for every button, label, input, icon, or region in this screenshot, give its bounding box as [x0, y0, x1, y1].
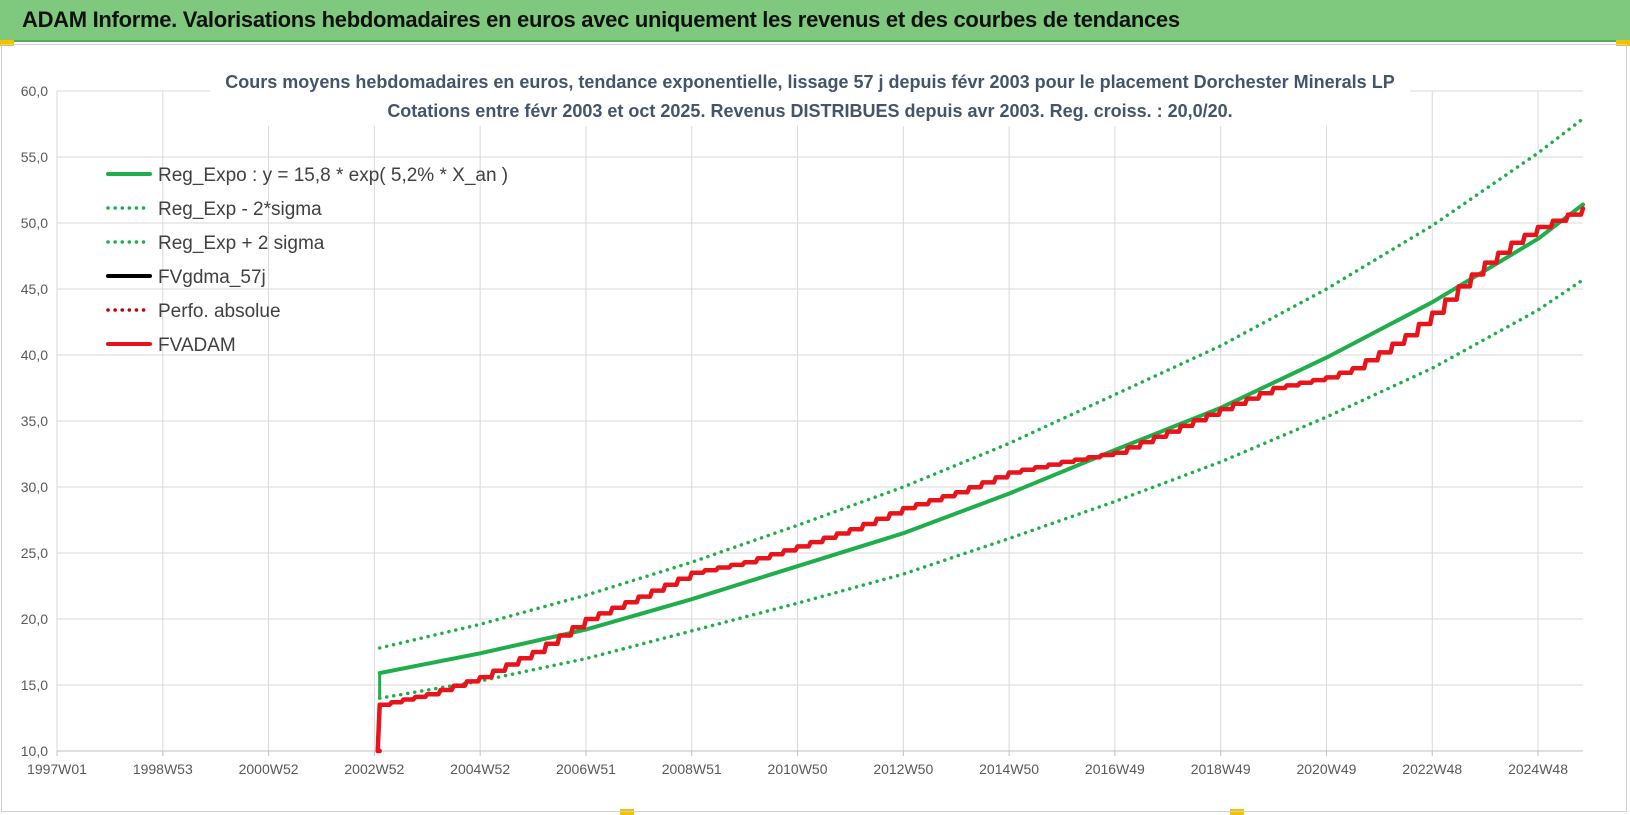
- x-tick-label: 2010W50: [768, 761, 828, 777]
- legend-label: Reg_Exp - 2*sigma: [158, 199, 322, 220]
- y-tick-label: 10,0: [21, 743, 48, 759]
- corner-marker: [620, 809, 634, 815]
- x-tick-label: 2018W49: [1191, 761, 1251, 777]
- y-tick-label: 50,0: [21, 215, 48, 231]
- gridlines: [56, 90, 1583, 756]
- corner-marker: [1616, 40, 1630, 46]
- x-tick-label: 2008W51: [662, 761, 722, 777]
- legend-label: FVADAM: [158, 335, 236, 356]
- corner-marker: [0, 40, 14, 46]
- x-tick-label: 2014W50: [979, 761, 1039, 777]
- x-tick-label: 2006W51: [556, 761, 616, 777]
- x-tick-label: 1997W01: [27, 761, 87, 777]
- x-tick-label: 2004W52: [450, 761, 510, 777]
- y-tick-label: 30,0: [21, 479, 48, 495]
- y-tick-label: 45,0: [21, 281, 48, 297]
- y-tick-label: 20,0: [21, 611, 48, 627]
- legend-label: Reg_Expo : y = 15,8 * exp( 5,2% * X_an ): [158, 165, 508, 186]
- legend-label: FVgdma_57j: [158, 267, 266, 288]
- x-tick-label: 2002W52: [344, 761, 404, 777]
- x-tick-label: 2016W49: [1085, 761, 1145, 777]
- x-tick-label: 2000W52: [239, 761, 299, 777]
- y-tick-label: 15,0: [21, 677, 48, 693]
- chart-title-line-2: Cotations entre févr 2003 et oct 2025. R…: [387, 101, 1232, 121]
- y-tick-label: 55,0: [21, 149, 48, 165]
- report-banner: ADAM Informe. Valorisations hebdomadaire…: [0, 0, 1630, 42]
- x-axis-ticks: 1997W01 1998W53 2000W52 2002W52 2004W52 2006W…: [27, 761, 1568, 777]
- y-tick-label: 60,0: [21, 83, 48, 99]
- legend-label: Perfo. absolue: [158, 301, 281, 322]
- report-title: ADAM Informe. Valorisations hebdomadaire…: [22, 7, 1180, 32]
- series-reg-exp-2-sigma: [377, 116, 1585, 650]
- y-axis-ticks: 10,0 15,0 20,0 25,0 30,0 35,0 40,0 45,0 50,0 55,0…: [21, 83, 48, 759]
- series-lines: [375, 116, 1586, 754]
- x-tick-label: 2012W50: [873, 761, 933, 777]
- legend-label: Reg_Exp + 2 sigma: [158, 233, 325, 254]
- x-tick-label: 2020W49: [1296, 761, 1356, 777]
- chart-frame: [1, 44, 1627, 812]
- title-background: [210, 62, 1410, 126]
- series-fvadam: [375, 206, 1586, 754]
- chart-title: Cours moyens hebdomadaires en euros, ten…: [210, 62, 1410, 126]
- y-tick-label: 35,0: [21, 413, 48, 429]
- legend: Reg_Expo : y = 15,8 * exp( 5,2% * X_an )…: [106, 165, 508, 356]
- y-tick-label: 25,0: [21, 545, 48, 561]
- y-tick-label: 40,0: [21, 347, 48, 363]
- chart-title-line-1: Cours moyens hebdomadaires en euros, ten…: [225, 72, 1394, 92]
- series-reg-exp-2-sigma: [377, 278, 1585, 700]
- x-tick-label: 2024W48: [1508, 761, 1568, 777]
- x-tick-label: 1998W53: [133, 761, 193, 777]
- corner-marker: [1230, 809, 1244, 815]
- x-tick-label: 2022W48: [1402, 761, 1462, 777]
- series-reg-expo-y-15-8-exp-5-2-x-an: [377, 202, 1585, 676]
